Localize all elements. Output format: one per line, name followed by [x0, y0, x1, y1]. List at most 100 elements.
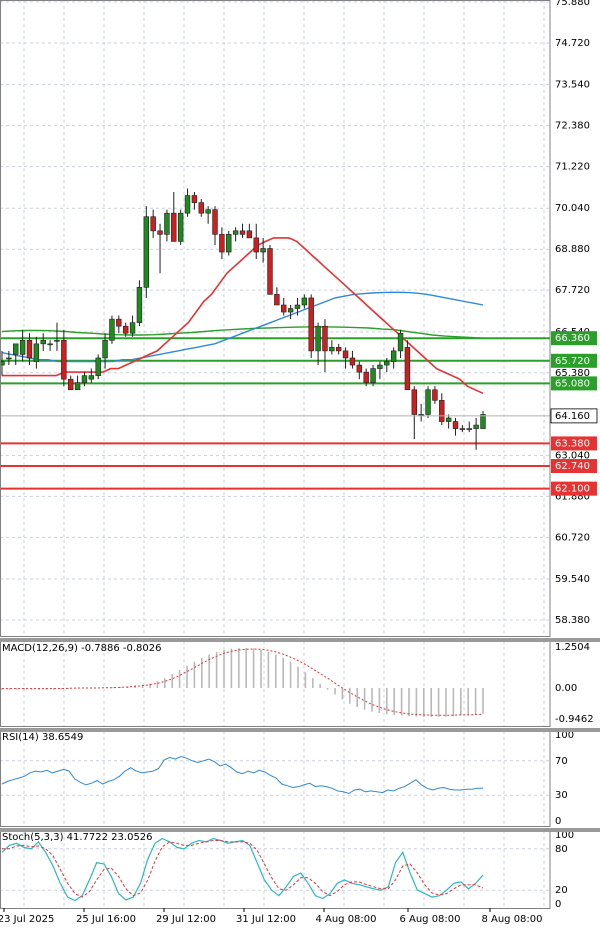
candle-body: [452, 421, 459, 429]
x-tick-label: 4 Aug 08:00: [315, 914, 376, 925]
candle-body: [198, 202, 204, 214]
candle-body: [33, 343, 40, 362]
candle-body: [281, 304, 287, 313]
candle-body: [205, 209, 211, 214]
y-tick-label: 61.880: [555, 491, 590, 502]
y-tick-label: 59.540: [555, 574, 590, 585]
candle-body: [397, 332, 404, 352]
candle-body: [363, 371, 369, 383]
stoch-y-tick-label: 80: [555, 844, 568, 855]
macd-y-tick-label: 1.2504: [555, 642, 590, 653]
candle-body: [102, 340, 108, 359]
rsi-y-tick-label: 100: [555, 730, 574, 741]
y-tick-label: 67.720: [555, 285, 590, 296]
candle-body: [377, 364, 383, 369]
candle-body: [47, 343, 53, 346]
y-tick-label: 71.220: [555, 162, 590, 173]
x-tick-label: 31 Jul 12:00: [236, 914, 296, 925]
candle-body: [411, 389, 417, 415]
stoch-y-tick-label: 20: [555, 885, 568, 896]
candle-body: [342, 350, 349, 359]
candle-body: [171, 212, 177, 242]
stoch-y-tick-label: 100: [555, 830, 574, 841]
ma-green-line: [1, 326, 484, 339]
candle-body: [315, 325, 321, 352]
y-tick-label: 60.720: [555, 532, 590, 543]
rsi-y-tick-label: 30: [555, 790, 568, 801]
candle-body: [177, 212, 184, 242]
x-tick-label: 29 Jul 12:00: [156, 914, 216, 925]
candle-body: [157, 230, 163, 235]
candle-body: [356, 364, 363, 373]
candle-body: [191, 195, 198, 203]
current-price-label: 64.160: [555, 411, 590, 422]
x-tick-label: 23 Jul 2025: [0, 914, 54, 925]
pane-separator: [0, 638, 600, 642]
candle-body: [459, 428, 466, 430]
x-tick-label: 8 Aug 08:00: [481, 914, 542, 925]
pane-border: [0, 731, 551, 827]
candle-body: [425, 389, 431, 415]
candle-body: [88, 375, 95, 380]
level-price-label: 65.080: [555, 378, 590, 389]
candle-body: [404, 347, 411, 391]
candle-body: [136, 287, 143, 323]
y-tick-label: 70.040: [555, 203, 590, 214]
level-price-label: 62.740: [555, 461, 590, 472]
candle-body: [68, 378, 74, 391]
candle-body: [19, 340, 26, 355]
candle-body: [322, 325, 328, 352]
candle-body: [267, 248, 273, 295]
candle-body: [109, 318, 115, 341]
candle-body: [480, 414, 486, 429]
level-price-label: 66.360: [555, 333, 590, 344]
candle-body: [122, 325, 129, 334]
rsi-line: [1, 755, 483, 795]
candle-body: [445, 417, 452, 422]
candle-body: [384, 361, 390, 366]
macd-title: MACD(12,26,9) -0.7886 -0.8026: [2, 643, 162, 654]
y-tick-label: 65.380: [555, 368, 590, 379]
stoch-d-line: [2, 840, 484, 898]
candle-body: [116, 318, 122, 327]
candle-body: [26, 340, 33, 359]
macd-y-tick-label: -0.9462: [555, 714, 594, 725]
candle-body: [287, 308, 294, 313]
candle-body: [164, 212, 170, 235]
candle-body: [473, 424, 479, 429]
candle-body: [232, 230, 239, 235]
y-tick-label: 75.880: [555, 0, 590, 8]
candle-body: [246, 230, 253, 239]
candle-body: [61, 340, 67, 380]
candle-body: [274, 294, 280, 306]
candle-body: [81, 375, 88, 383]
y-tick-label: 68.880: [555, 244, 590, 255]
level-price-tag: [551, 353, 597, 368]
level-price-label: 63.380: [555, 438, 590, 449]
y-tick-label: 72.380: [555, 121, 590, 132]
candle-body: [95, 357, 101, 376]
level-price-tag: [551, 459, 597, 474]
candle-body: [370, 368, 376, 383]
candle-body: [335, 347, 342, 352]
level-price-label: 65.720: [555, 356, 590, 367]
level-price-tag: [551, 481, 597, 496]
y-tick-label: 74.720: [555, 38, 590, 49]
candle-body: [0, 361, 5, 366]
candle-body: [74, 382, 81, 391]
candle-body: [301, 297, 308, 306]
candle-body: [212, 209, 218, 235]
candle-body: [184, 195, 191, 214]
stoch-y-tick-label: 0: [555, 899, 561, 910]
candle-body: [294, 304, 301, 309]
stoch-k-line: [1, 837, 484, 902]
y-tick-label: 58.380: [555, 615, 590, 626]
level-price-tag: [551, 376, 597, 391]
candle-body: [143, 216, 149, 288]
candle-body: [390, 350, 397, 362]
candle-body: [40, 340, 46, 345]
candle-body: [260, 248, 266, 253]
candle-body: [219, 234, 225, 253]
